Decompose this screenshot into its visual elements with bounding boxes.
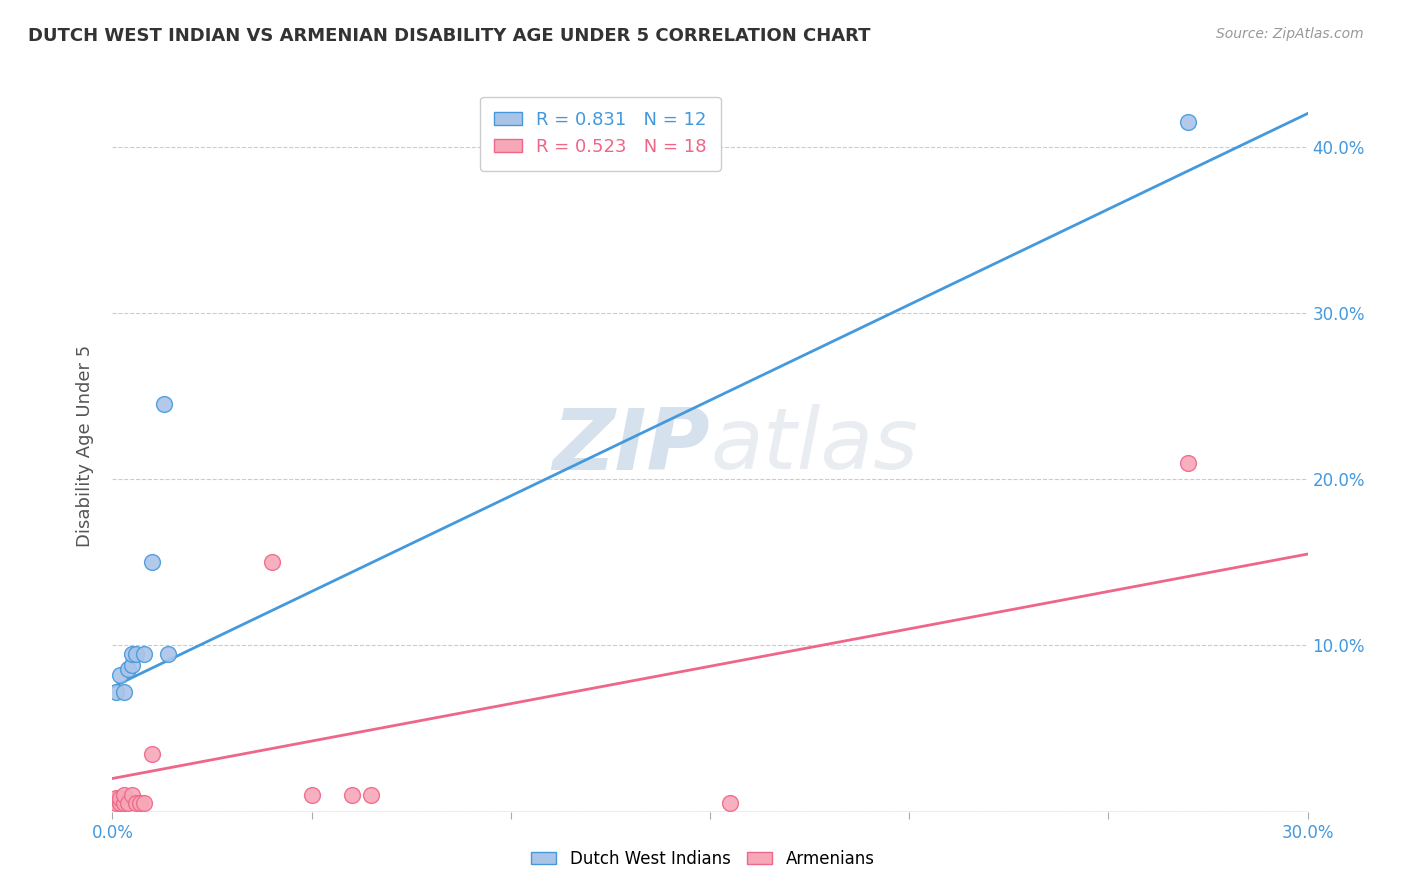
Text: atlas: atlas: [710, 404, 918, 488]
Text: Source: ZipAtlas.com: Source: ZipAtlas.com: [1216, 27, 1364, 41]
Point: [153, 397, 176, 411]
Point: [105, 791, 128, 805]
Legend: Dutch West Indians, Armenians: Dutch West Indians, Armenians: [524, 844, 882, 875]
Point: [121, 788, 143, 802]
Point: [117, 797, 139, 811]
Point: [1177, 115, 1199, 129]
Point: [114, 797, 135, 811]
Point: [125, 797, 148, 811]
Point: [134, 797, 156, 811]
Point: [114, 685, 135, 699]
Point: [121, 658, 143, 673]
Point: [110, 668, 132, 682]
Point: [1177, 456, 1199, 470]
Point: [105, 685, 128, 699]
Point: [125, 647, 148, 661]
Point: [141, 747, 163, 761]
Legend: R = 0.831   N = 12, R = 0.523   N = 18: R = 0.831 N = 12, R = 0.523 N = 18: [479, 96, 721, 170]
Y-axis label: Disability Age Under 5: Disability Age Under 5: [76, 345, 94, 547]
Point: [360, 788, 382, 802]
Point: [121, 647, 143, 661]
Point: [129, 797, 152, 811]
Point: [110, 791, 132, 805]
Text: ZIP: ZIP: [553, 404, 710, 488]
Point: [105, 797, 128, 811]
Point: [141, 555, 163, 569]
Point: [110, 797, 132, 811]
Point: [117, 662, 139, 676]
Point: [260, 555, 283, 569]
Text: DUTCH WEST INDIAN VS ARMENIAN DISABILITY AGE UNDER 5 CORRELATION CHART: DUTCH WEST INDIAN VS ARMENIAN DISABILITY…: [28, 27, 870, 45]
Point: [340, 788, 363, 802]
Point: [114, 788, 135, 802]
Point: [134, 647, 156, 661]
Point: [718, 797, 741, 811]
Point: [301, 788, 323, 802]
Point: [157, 647, 180, 661]
